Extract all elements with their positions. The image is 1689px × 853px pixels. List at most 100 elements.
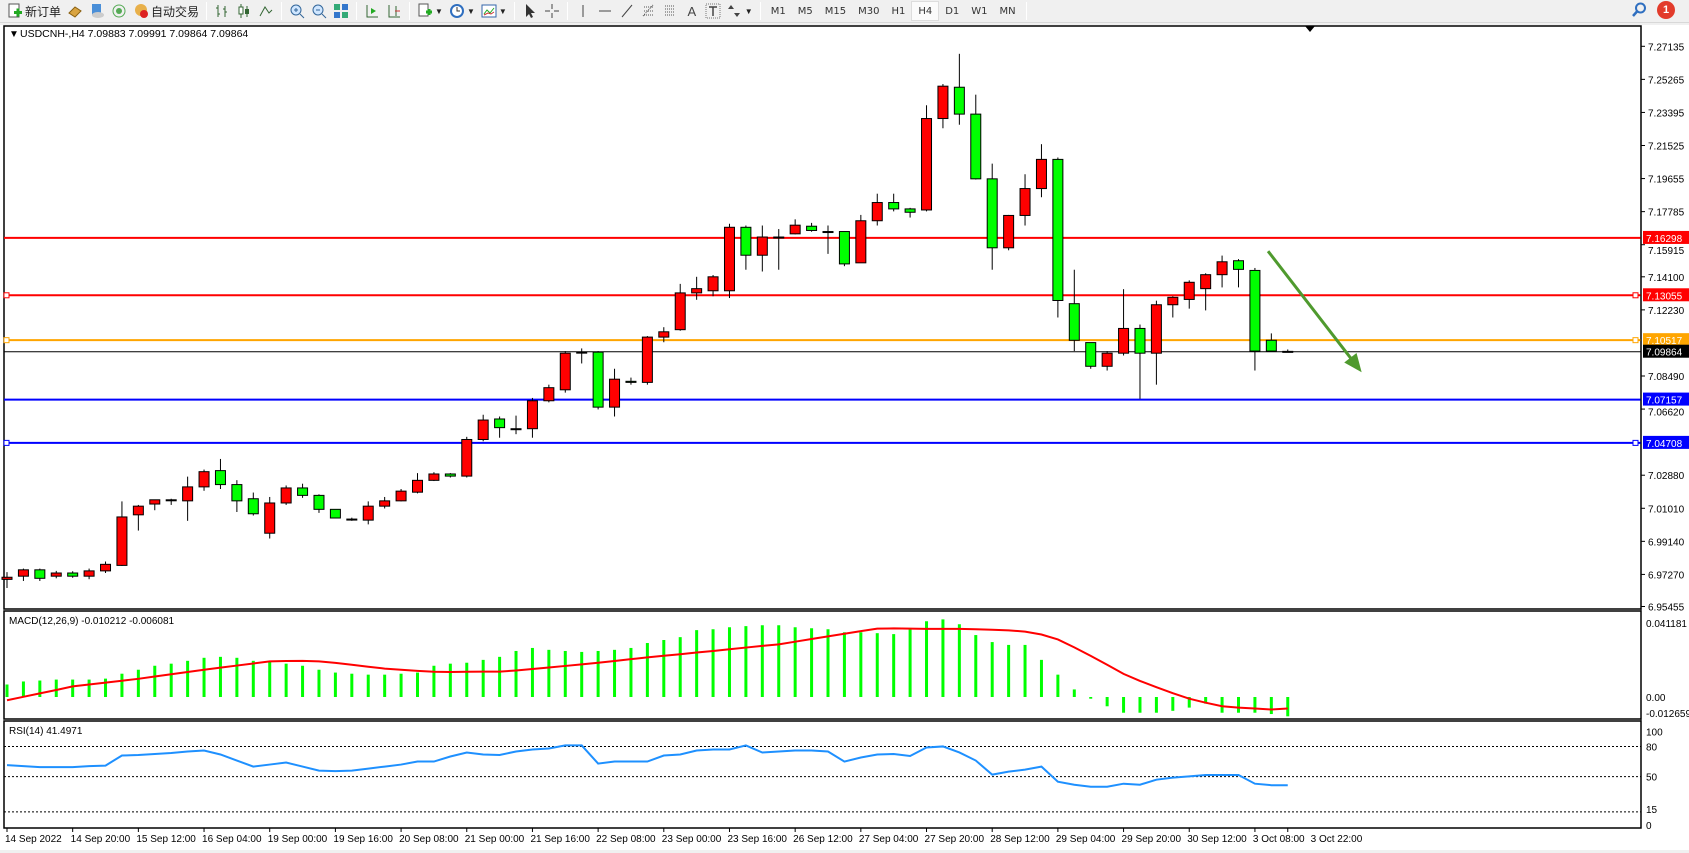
templates-button[interactable]: ▼ (478, 1, 510, 21)
price-axis-label: 7.19655 (1648, 175, 1685, 186)
new-order-button[interactable]: 新订单 (4, 1, 64, 21)
candle (329, 508, 341, 519)
timeframe-h4[interactable]: H4 (911, 1, 940, 21)
price-label-bg (1643, 435, 1689, 449)
toolbar-separator (759, 2, 761, 20)
candle-body (67, 572, 79, 577)
time-axis-label: 27 Sep 20:00 (925, 834, 985, 845)
zoom-out-icon (312, 4, 327, 19)
price-label-bg (1643, 230, 1689, 244)
candle (592, 351, 604, 410)
price-axis-label: 6.99140 (1648, 537, 1685, 548)
fibo-fan-button[interactable] (660, 1, 682, 21)
toolbar-separator (513, 2, 515, 20)
bar-chart-icon (216, 5, 228, 17)
timeframe-w1[interactable]: W1 (971, 5, 988, 17)
candle-body (953, 86, 965, 115)
candle-body (165, 499, 177, 502)
cursor-button[interactable] (519, 1, 541, 21)
price-axis-label: 7.17785 (1648, 208, 1685, 219)
candle (510, 415, 522, 435)
timeframe-m1[interactable]: M1 (770, 5, 786, 17)
candle (543, 384, 555, 403)
indicators-button[interactable]: ▼ (414, 1, 446, 21)
vertical-line-icon (582, 5, 584, 17)
vertical-line-button[interactable] (572, 1, 594, 21)
price-line-label: 7.04708 (1646, 439, 1683, 450)
candle (17, 568, 29, 581)
candle (1233, 259, 1244, 288)
time-axis-label: 29 Sep 20:00 (1122, 834, 1182, 845)
candle-body (149, 499, 161, 505)
time-axis-label: 19 Sep 00:00 (268, 834, 328, 845)
price-label-bg (1643, 392, 1689, 406)
timeframe-m15[interactable]: M15 (824, 5, 847, 17)
periods-button[interactable]: ▼ (446, 1, 478, 21)
indicators-icon (418, 3, 433, 17)
gold-button[interactable] (64, 1, 86, 21)
toolbar-separator (1025, 2, 1027, 20)
candle-body (822, 231, 834, 234)
line-chart-button[interactable] (255, 1, 277, 21)
candle (313, 494, 325, 513)
chart-window[interactable]: ▼ USDCNH-,H4 7.09883 7.09991 7.09864 7.09… (0, 25, 1689, 850)
trendline-button[interactable] (616, 1, 638, 21)
text-label-button[interactable] (702, 1, 724, 21)
signals-button[interactable] (108, 1, 130, 21)
candle-body (937, 85, 949, 120)
candle-body (132, 505, 144, 516)
time-axis-label: 23 Sep 00:00 (662, 834, 722, 845)
candle-body (740, 226, 752, 256)
templates-icon (481, 4, 497, 18)
candle-body (1003, 214, 1015, 249)
candle-body (444, 473, 456, 477)
candle (395, 489, 407, 502)
timeframe-d1[interactable]: D1 (945, 5, 960, 17)
candle (871, 193, 883, 226)
bar-chart-button[interactable] (211, 1, 233, 21)
zoom-in-button[interactable] (286, 1, 308, 21)
toolbar-separator (281, 2, 283, 20)
rsi-line (6, 744, 1288, 788)
timeframe-h1[interactable]: H1 (891, 5, 906, 17)
fibonacci-icon (642, 4, 654, 17)
candle (428, 472, 440, 482)
fibonacci-button[interactable] (638, 1, 660, 21)
candle (346, 517, 358, 521)
dropdown-arrow-icon: ▼ (498, 6, 507, 16)
candle (937, 84, 949, 129)
macd-signal-line (6, 627, 1288, 711)
candle-body (723, 226, 735, 292)
crosshair-button[interactable] (541, 1, 563, 21)
candlestick-button[interactable] (233, 1, 255, 21)
candle-body (855, 220, 867, 264)
arrows-button[interactable]: ▼ (724, 1, 756, 21)
chart-canvas[interactable]: ▼ USDCNH-,H4 7.09883 7.09991 7.09864 7.09… (0, 25, 1689, 850)
horizontal-line-button[interactable] (594, 1, 616, 21)
time-axis-label: 19 Sep 16:00 (333, 834, 393, 845)
line-handle (3, 439, 10, 446)
timeframe-m30[interactable]: M30 (858, 5, 880, 17)
timeframe-m5[interactable]: M5 (797, 5, 813, 17)
text-button[interactable]: A (682, 1, 702, 21)
candle (1, 572, 13, 589)
tile-windows-button[interactable] (330, 1, 352, 21)
auto-scroll-button[interactable] (361, 1, 383, 21)
notification-badge[interactable]: 1 (1657, 1, 1675, 19)
time-axis-label: 29 Sep 04:00 (1056, 834, 1116, 845)
candle (822, 225, 834, 254)
candle-body (773, 236, 785, 239)
candle-body (362, 505, 374, 521)
candle (1101, 351, 1113, 371)
candle (1118, 289, 1130, 356)
candle-body (395, 490, 407, 502)
auto-trading-button[interactable]: 自动交易 (130, 1, 202, 21)
chart-shift-button[interactable] (383, 1, 405, 21)
candle-body (264, 502, 276, 534)
candle-body (17, 569, 29, 577)
time-axis-label: 14 Sep 20:00 (71, 834, 131, 845)
timeframe-mn[interactable]: MN (999, 5, 1016, 17)
search-icon[interactable] (1631, 2, 1647, 18)
zoom-out-button[interactable] (308, 1, 330, 21)
market-watch-button[interactable] (86, 1, 108, 21)
